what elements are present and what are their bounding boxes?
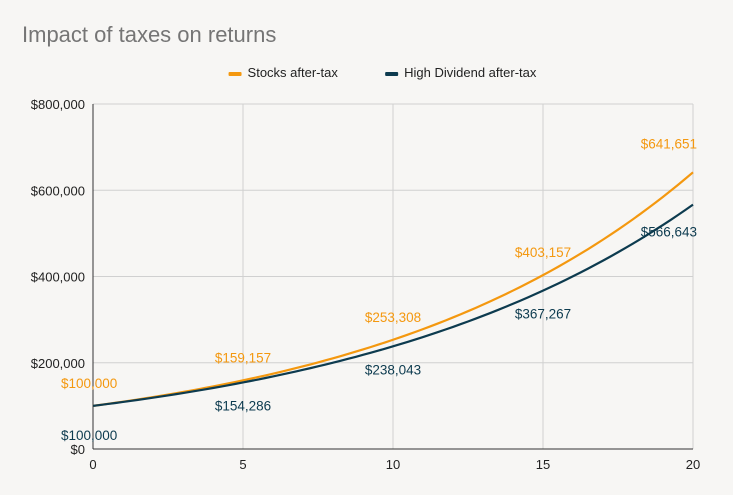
legend-label: High Dividend after-tax — [404, 65, 537, 80]
axes: $0 $200,000 $400,000 $600,000 $800,000 0 5 10 15… — [31, 97, 700, 472]
data-label: $100,000 — [61, 376, 117, 391]
x-tick-label: 5 — [239, 457, 246, 472]
grid — [93, 103, 694, 449]
legend-swatch — [228, 72, 242, 76]
data-labels: $100,000 $159,157 $253,308 $403,157 $641,651… — [61, 136, 697, 443]
x-tick-label: 15 — [536, 457, 550, 472]
x-tick-label: 10 — [386, 457, 400, 472]
legend-label: Stocks after-tax — [248, 65, 339, 80]
data-label: $100,000 — [61, 428, 117, 443]
y-tick-label: $200,000 — [31, 356, 85, 371]
series-lines — [92, 171, 694, 407]
data-label: $238,043 — [365, 362, 421, 377]
data-label: $159,157 — [215, 350, 271, 365]
x-tick-label: 20 — [686, 457, 700, 472]
y-tick-label: $400,000 — [31, 270, 85, 285]
data-label: $641,651 — [641, 136, 697, 151]
y-tick-label: $800,000 — [31, 97, 85, 112]
series-line-2 — [92, 203, 694, 407]
y-tick-label: $0 — [71, 442, 85, 457]
series-line-1 — [92, 171, 694, 407]
x-tick-label: 0 — [89, 457, 96, 472]
y-tick-label: $600,000 — [31, 183, 85, 198]
legend-swatch — [385, 72, 399, 76]
data-label: $403,157 — [515, 245, 571, 260]
data-label: $367,267 — [515, 307, 571, 322]
legend: Stocks after-tax High Dividend after-tax — [228, 65, 537, 80]
chart-title: Impact of taxes on returns — [22, 22, 276, 47]
data-label: $566,643 — [641, 225, 697, 240]
data-label: $253,308 — [365, 310, 421, 325]
data-label: $154,286 — [215, 398, 271, 413]
